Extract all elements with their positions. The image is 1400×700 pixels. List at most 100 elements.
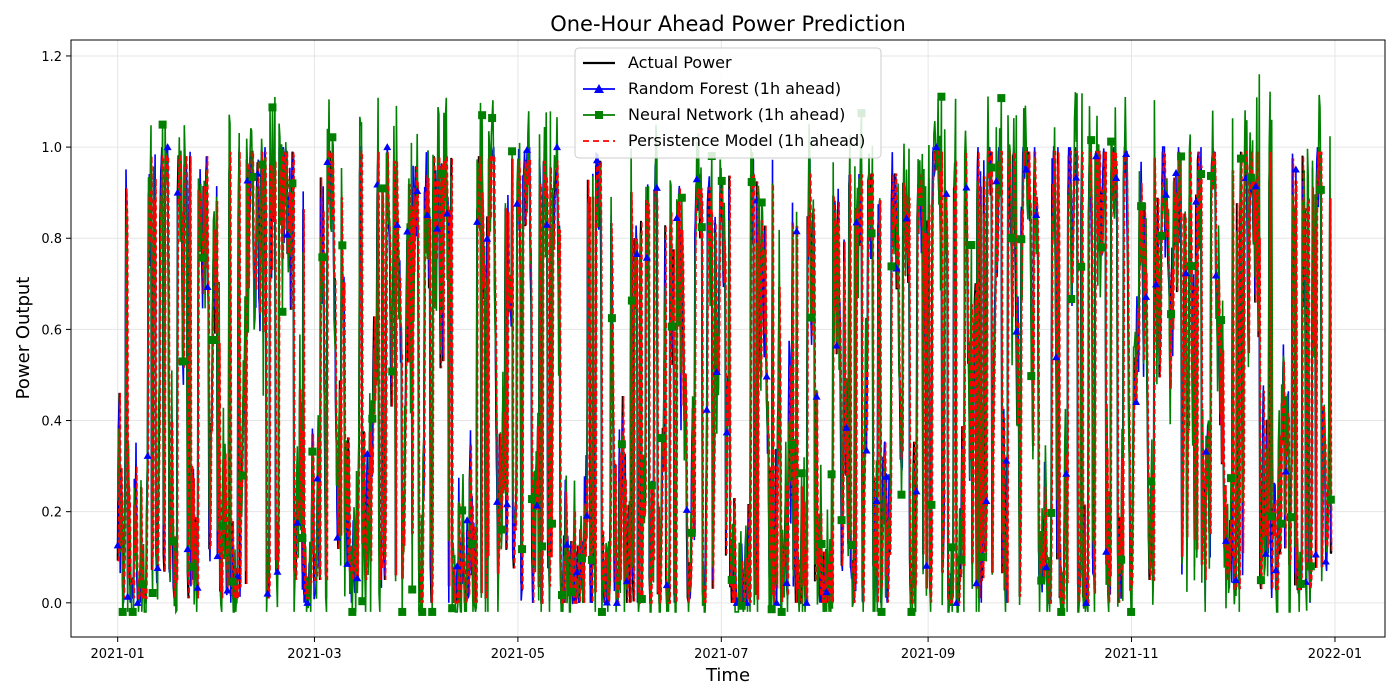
neural-network-marker [228,577,237,586]
x-tick-label: 2021-07 [694,647,748,662]
neural-network-marker [667,322,676,331]
neural-network-marker [388,367,397,376]
legend-label-neural-network: Neural Network (1h ahead) [628,105,845,124]
y-axis: 0.0 0.2 0.4 0.6 0.8 1.0 1.2 [41,50,71,612]
random-forest-marker [363,449,372,457]
random-forest-marker [1172,169,1181,177]
neural-network-marker [438,169,447,178]
neural-network-marker [1097,243,1106,252]
neural-network-marker [1246,173,1255,182]
series-line-neural-network [116,74,1333,615]
legend: Actual Power Random Forest (1h ahead) Ne… [574,47,882,159]
x-tick-label: 2021-03 [287,647,341,662]
neural-network-marker [717,176,726,185]
random-forest-marker [123,592,132,600]
random-forest-marker [722,428,731,436]
legend-item-persistence: Persistence Model (1h ahead) [583,131,865,150]
neural-network-marker [647,481,656,490]
random-forest-marker [842,423,851,431]
random-forest-marker [443,209,452,217]
random-forest-marker [1122,150,1131,158]
random-forest-marker [403,227,412,235]
y-tick-label: 0.4 [41,415,62,430]
chart-title: One-Hour Ahead Power Prediction [550,12,906,36]
random-forest-marker [143,451,152,459]
neural-network-marker [1276,519,1285,528]
random-forest-marker [503,500,512,508]
random-forest-marker [333,533,342,541]
neural-network-marker [967,241,976,250]
random-forest-marker [413,186,422,194]
random-forest-marker [213,552,222,560]
legend-item-random-forest: Random Forest (1h ahead) [583,79,841,98]
neural-network-marker [977,553,986,562]
random-forest-marker [233,572,242,580]
random-forest-marker [1221,536,1230,544]
x-tick-label: 2021-05 [491,647,545,662]
neural-network-marker [1326,495,1335,504]
legend-label-random-forest: Random Forest (1h ahead) [628,79,841,98]
random-forest-marker [223,586,232,594]
neural-network-marker [1296,579,1305,588]
x-tick-label: 2021-01 [91,647,145,662]
random-forest-marker [702,405,711,413]
neural-network-marker [957,555,966,564]
x-tick-label: 2021-11 [1104,647,1158,662]
x-axis: 2021-01 2021-03 2021-05 2021-07 2021-09 2021-… [91,637,1362,662]
neural-network-marker [1216,316,1225,325]
neural-network-marker [847,541,856,550]
neural-network-marker [288,179,297,188]
random-forest-marker [672,214,681,222]
random-forest-marker [622,577,631,585]
neural-network-marker [567,588,576,597]
random-forest-marker [572,567,581,575]
random-forest-marker [982,497,991,505]
random-forest-marker [1032,210,1041,218]
random-forest-marker [203,283,212,291]
neural-network-marker [1117,555,1126,564]
neural-network-marker [627,296,636,305]
y-tick-label: 1.0 [41,141,62,156]
neural-network-marker [358,597,367,606]
neural-network-marker [548,519,557,528]
neural-network-marker [937,92,946,101]
random-forest-marker [183,545,192,553]
neural-network-marker [268,103,277,112]
neural-network-marker [148,589,157,598]
neural-network-marker [378,184,387,193]
neural-network-marker [887,262,896,271]
random-forest-marker [163,143,172,151]
neural-network-marker [348,607,357,616]
random-forest-marker [393,220,402,228]
neural-network-marker [1007,233,1016,242]
neural-network-marker [528,495,537,504]
neural-network-marker [448,604,457,613]
random-forest-marker [463,516,472,524]
random-forest-marker [852,218,861,226]
neural-network-marker [128,607,137,616]
neural-network-marker [158,120,167,129]
neural-network-marker [687,528,696,537]
neural-network-marker [1306,562,1315,571]
neural-network-marker [258,160,267,169]
neural-network-marker [118,607,127,616]
random-forest-marker [1311,550,1320,558]
neural-network-marker [468,540,477,549]
neural-network-marker [607,314,616,323]
neural-network-marker [1017,235,1026,244]
y-axis-title: Power Output [13,277,34,400]
random-forest-marker [353,574,362,582]
legend-item-neural-network: Neural Network (1h ahead) [583,105,845,124]
neural-network-marker [587,555,596,564]
neural-network-marker [518,545,527,554]
random-forest-marker [652,183,661,191]
random-forest-marker [273,567,282,575]
random-forest-marker [153,563,162,571]
random-forest-marker [1162,190,1171,198]
x-tick-label: 2022-01 [1308,647,1362,662]
neural-network-marker [318,253,327,262]
random-forest-marker [553,143,562,151]
legend-label-actual: Actual Power [628,53,732,72]
neural-network-marker [677,193,686,202]
